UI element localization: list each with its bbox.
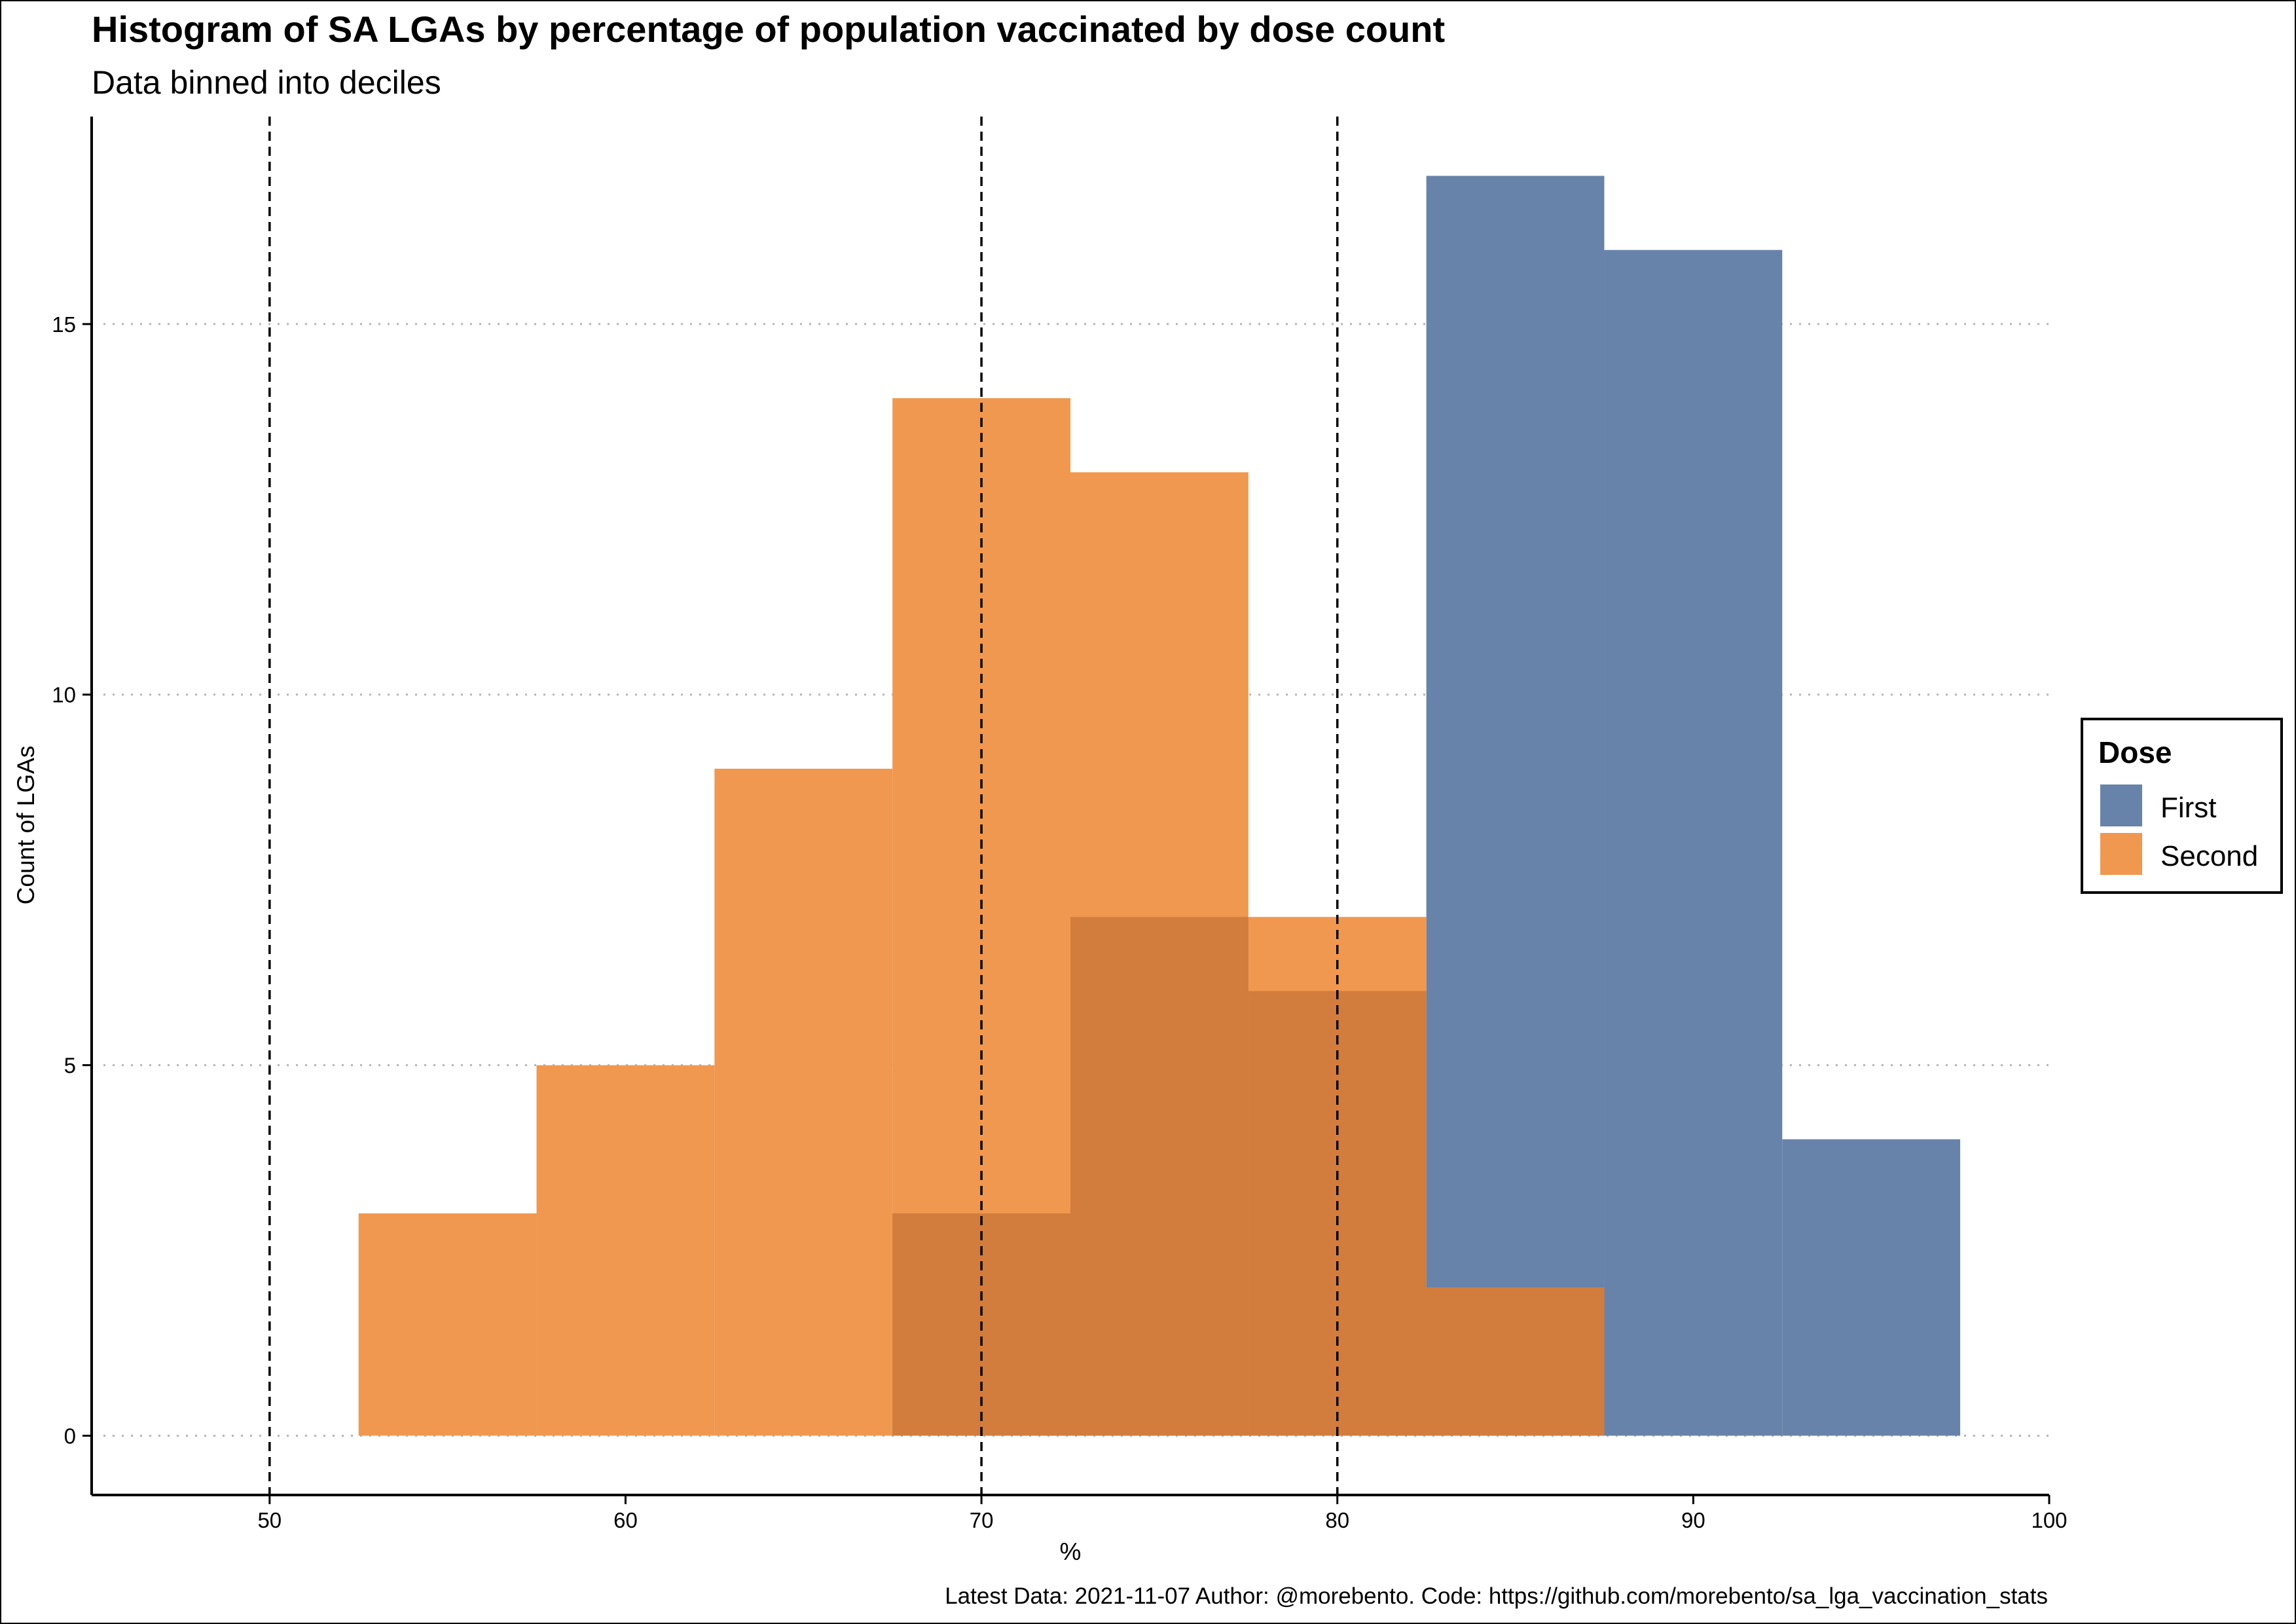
legend: Dose First Second (2081, 718, 2283, 894)
bar-overlap-77.5 (1248, 991, 1427, 1436)
legend-swatch-first (2100, 784, 2142, 826)
x-tick-label-80: 80 (1325, 1508, 1349, 1532)
bar-first-82.5 (1426, 175, 1605, 1436)
x-axis-title: % (1060, 1538, 1082, 1565)
bar-second-62.5 (714, 768, 893, 1436)
chart-caption: Latest Data: 2021-11-07 Author: @moreben… (945, 1583, 2048, 1609)
y-tick-label-10: 10 (52, 683, 76, 707)
y-tick-label-15: 15 (52, 312, 76, 337)
bar-second-52.5 (358, 1213, 537, 1436)
legend-label-first: First (2160, 792, 2217, 824)
y-tick-label-0: 0 (64, 1424, 76, 1448)
x-tick-label-70: 70 (970, 1508, 994, 1532)
y-axis-title: Count of LGAs (12, 746, 39, 905)
y-tick-label-5: 5 (64, 1054, 76, 1078)
x-tick-label-50: 50 (257, 1508, 282, 1532)
reference-lines (268, 117, 1339, 1495)
axes: 50 60 70 80 90 100 0 5 10 15 (52, 117, 2068, 1532)
legend-swatch-second (2100, 833, 2142, 875)
legend-title: Dose (2098, 735, 2172, 769)
chart-title: Histogram of SA LGAs by percentage of po… (92, 9, 1445, 50)
bar-second-57.5 (536, 1065, 715, 1436)
legend-label-second: Second (2160, 840, 2258, 872)
chart-subtitle: Data binned into deciles (92, 64, 441, 101)
x-tick-label-90: 90 (1681, 1508, 1705, 1532)
bar-first-87.5 (1604, 249, 1783, 1436)
bar-overlap-72.5 (1070, 917, 1248, 1436)
x-tick-label-60: 60 (613, 1508, 638, 1532)
bar-overlap-82.5 (1426, 1287, 1605, 1436)
x-tick-label-100: 100 (2031, 1508, 2067, 1532)
bar-first-92.5 (1782, 1139, 1961, 1436)
